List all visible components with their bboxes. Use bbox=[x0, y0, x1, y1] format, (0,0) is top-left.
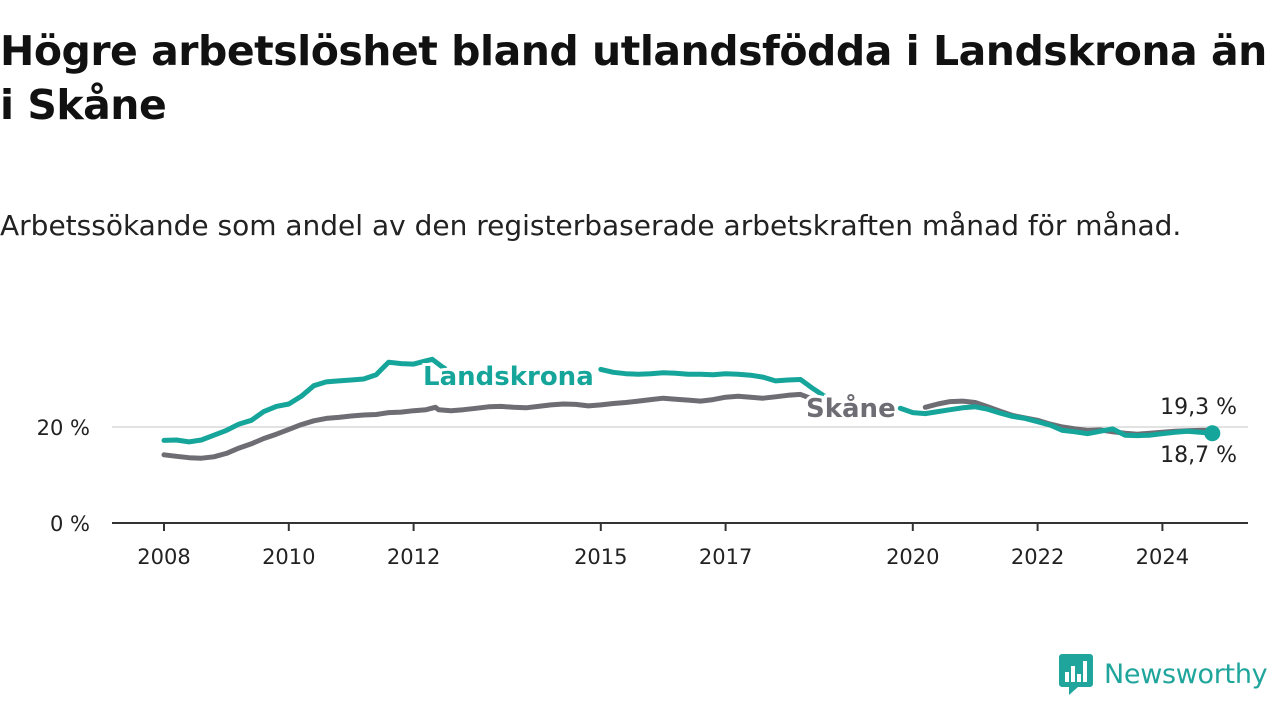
brand-name: Newsworthy bbox=[1104, 658, 1268, 690]
x-tick-label: 2017 bbox=[699, 545, 752, 569]
y-tick-label: 0 % bbox=[50, 512, 90, 536]
series-lines bbox=[161, 356, 1221, 461]
series-label-landskrona: Landskrona bbox=[423, 362, 594, 392]
end-value-label-bottom: 18,7 % bbox=[1160, 443, 1237, 468]
y-tick-label: 20 % bbox=[37, 416, 90, 440]
x-tick-label: 2020 bbox=[886, 545, 939, 569]
x-tick-label: 2022 bbox=[1011, 545, 1064, 569]
x-tick-label: 2008 bbox=[137, 545, 190, 569]
x-tick-label: 2010 bbox=[262, 545, 315, 569]
end-value-label-top: 19,3 % bbox=[1160, 395, 1237, 420]
newsworthy-logo: Newsworthy bbox=[1058, 652, 1268, 696]
chart-labels: Landskrona Skåne 19,3 % 18,7 % bbox=[420, 359, 1237, 468]
newsworthy-icon bbox=[1059, 654, 1093, 695]
series-line-landskrona bbox=[161, 356, 1215, 445]
axes: 0 % 20 % 2008 2010 2012 2015 2017 2020 2022 2024 bbox=[37, 416, 1248, 569]
chart-title: Högre arbetslöshet bland utlandsfödda i … bbox=[0, 27, 1267, 129]
x-tick-label: 2024 bbox=[1136, 545, 1189, 569]
x-tick-label: 2015 bbox=[574, 545, 627, 569]
series-label-skane: Skåne bbox=[806, 392, 896, 424]
chart-subtitle: Arbetssökande som andel av den registerb… bbox=[0, 209, 1182, 242]
landskrona-end-marker bbox=[1204, 425, 1221, 442]
x-tick-label: 2012 bbox=[387, 545, 440, 569]
